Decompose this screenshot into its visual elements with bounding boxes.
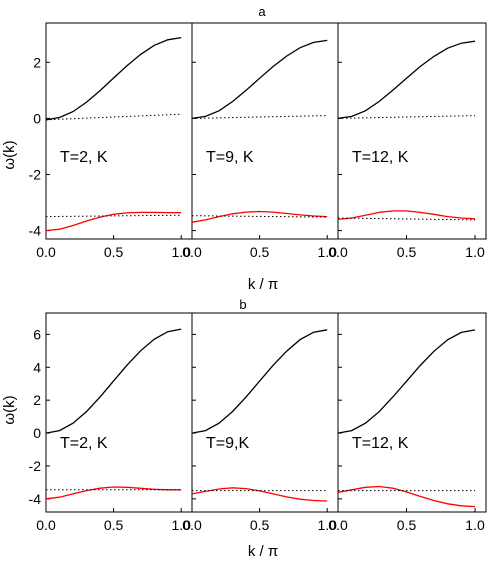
panel-annotation: T=9, K xyxy=(206,149,254,166)
x-tick-label: 0.0 xyxy=(182,517,202,533)
x-tick-label: 1.0 xyxy=(171,244,191,260)
y-tick-label: 0 xyxy=(33,425,41,441)
reference-line xyxy=(45,214,182,218)
panel-a-2: 0.0 0.5 1.0 T=9, K xyxy=(182,22,339,260)
figure-b-x-axis-label: k / π xyxy=(248,543,278,560)
reference-line xyxy=(45,113,182,121)
upper-branch-curve xyxy=(191,39,328,120)
panel-frame xyxy=(45,22,193,240)
panel-annotation: T=12, K xyxy=(352,435,409,452)
lower-branch-curve xyxy=(191,487,328,502)
x-tick-label: 0.5 xyxy=(397,517,417,533)
x-tick-label: 0.5 xyxy=(250,517,270,533)
x-tick-label: 0.0 xyxy=(36,517,56,533)
reference-line xyxy=(191,215,328,218)
upper-branch-curve xyxy=(45,328,182,434)
panel-annotation: T=2, K xyxy=(60,149,108,166)
reference-line xyxy=(337,115,476,119)
x-tick-label: 0.0 xyxy=(36,244,56,260)
figure-a-x-axis-label: k / π xyxy=(248,276,278,293)
panel-frame xyxy=(191,22,339,240)
lower-branch-curve xyxy=(45,486,182,500)
x-tick-label: 0.5 xyxy=(104,244,124,260)
panel-frame xyxy=(191,312,339,513)
y-tick-label: 2 xyxy=(33,54,41,70)
upper-branch-curve xyxy=(45,36,182,121)
y-tick-label: -2 xyxy=(29,458,42,474)
lower-branch-curve xyxy=(45,211,182,232)
y-tick-label: 0 xyxy=(33,110,41,126)
x-tick-label: 0.5 xyxy=(250,244,270,260)
x-tick-label: 0.5 xyxy=(397,244,417,260)
x-tick-label: 1.0 xyxy=(317,517,337,533)
panel-annotation: T=2, K xyxy=(60,435,108,452)
figure-b-y-axis-label: ω(k) xyxy=(1,395,18,424)
x-tick-label: 1.0 xyxy=(317,244,337,260)
panel-annotation: T=12, K xyxy=(352,149,409,166)
panel-a-1: 0.0 0.5 1.0 T=2, K xyxy=(36,22,193,260)
reference-line xyxy=(337,217,476,221)
panel-frame xyxy=(45,312,193,513)
x-tick-label: 1.0 xyxy=(465,517,485,533)
lower-branch-curve xyxy=(337,210,476,221)
x-tick-label: 0.5 xyxy=(104,517,124,533)
panel-b-2: 0.0 0.5 1.0 T=9,K xyxy=(182,312,339,533)
panel-a-3: 0.0 0.5 1.0 T=12, K xyxy=(328,22,487,260)
y-tick-label: 4 xyxy=(33,359,41,375)
panel-frame xyxy=(337,22,487,240)
y-tick-label: -4 xyxy=(29,223,42,239)
y-tick-label: -4 xyxy=(29,491,42,507)
figure-a-title: a xyxy=(258,4,266,19)
upper-branch-curve xyxy=(337,329,476,434)
lower-branch-curve xyxy=(191,210,328,223)
upper-branch-curve xyxy=(337,40,476,120)
x-tick-label: 0.0 xyxy=(328,244,348,260)
upper-branch-curve xyxy=(191,329,328,434)
reference-line xyxy=(191,115,328,119)
panel-annotation: T=9,K xyxy=(206,435,249,452)
panel-frame xyxy=(337,312,487,513)
x-tick-label: 0.0 xyxy=(328,517,348,533)
y-tick-label: -2 xyxy=(29,166,42,182)
y-tick-label: 2 xyxy=(33,392,41,408)
figure-b-title: b xyxy=(239,297,246,312)
panel-b-1: 0.0 0.5 1.0 T=2, K xyxy=(36,312,193,533)
x-tick-label: 1.0 xyxy=(465,244,485,260)
x-tick-label: 1.0 xyxy=(171,517,191,533)
lower-branch-curve xyxy=(337,485,476,508)
panel-b-3: 0.0 0.5 1.0 T=12, K xyxy=(328,312,487,533)
x-tick-label: 0.0 xyxy=(182,244,202,260)
y-tick-label: 6 xyxy=(33,326,41,342)
figure-a-y-axis-label: ω(k) xyxy=(1,140,18,169)
